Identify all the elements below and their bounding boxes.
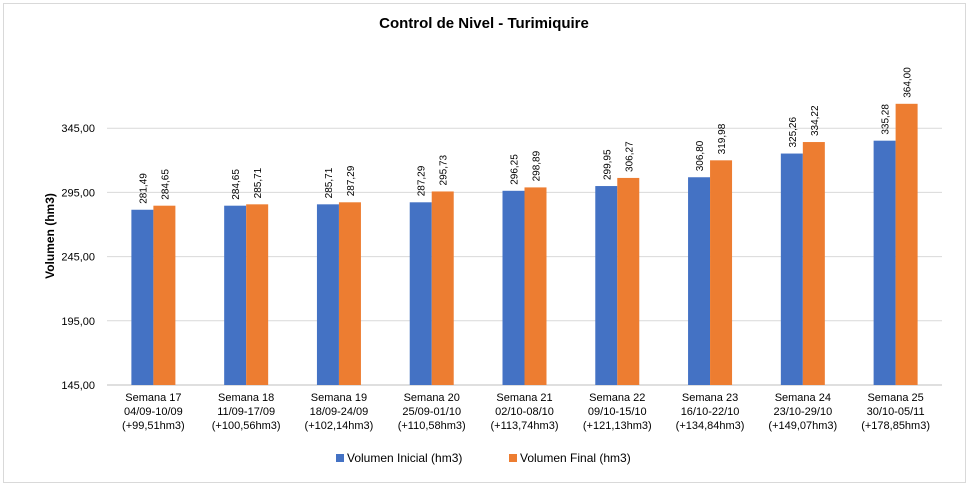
x-tick-label: (+102,14hm3) [305,420,374,432]
y-tick-label: 145,00 [61,380,95,392]
legend-swatch [509,454,517,462]
x-tick-label: (+149,07hm3) [768,420,837,432]
data-label: 306,27 [624,141,635,172]
x-tick-label: (+121,13hm3) [583,420,652,432]
data-label: 284,65 [160,169,171,200]
x-tick-label: Semana 17 [125,392,181,404]
bars [131,103,918,385]
y-tick-label: 195,00 [61,316,95,328]
data-labels: 281,49 284,65 284,65 285,71 285,71 287,29 287,… [138,67,913,204]
x-tick-label: 23/10-29/10 [773,406,832,418]
data-label: 296,25 [510,154,521,185]
bar [780,153,803,385]
data-label: 306,80 [695,140,706,171]
bar [246,204,269,385]
data-label: 287,29 [417,165,428,196]
data-label: 281,49 [138,173,149,204]
bar [431,191,454,385]
bar [688,177,711,385]
legend-label: Volumen Inicial (hm3) [347,451,462,465]
y-axis: 145,00 195,00 245,00 295,00 345,00 [61,123,95,392]
x-tick-label: Semana 23 [682,392,738,404]
y-tick-label: 245,00 [61,252,95,264]
data-label: 287,29 [346,165,357,196]
x-tick-label: (+99,51hm3) [122,420,185,432]
x-tick-label: Semana 21 [496,392,552,404]
bar [316,204,339,385]
legend-swatch [336,454,344,462]
y-axis-title: Volumen (hm3) [43,193,57,279]
x-tick-label: Semana 24 [775,392,831,404]
legend: Volumen Inicial (hm3) Volumen Final (hm3) [336,451,631,465]
data-label: 299,95 [602,149,613,180]
x-tick-label: 09/10-15/10 [588,406,647,418]
x-tick-label: (+134,84hm3) [676,420,745,432]
bar [409,202,432,385]
x-tick-label: 11/09-17/09 [217,406,275,418]
data-label: 295,73 [439,154,450,185]
x-tick-label: (+178,85hm3) [861,420,930,432]
data-label: 364,00 [903,67,914,98]
y-tick-label: 295,00 [61,187,95,199]
data-label: 335,28 [881,104,892,135]
data-label: 298,89 [532,150,543,181]
x-tick-label: Semana 22 [589,392,645,404]
x-tick-label: 25/09-01/10 [402,406,461,418]
chart-title: Control de Nivel - Turimiquire [379,15,589,32]
x-tick-label: Semana 18 [218,392,274,404]
data-label: 319,98 [717,123,728,154]
data-label: 284,65 [231,169,242,200]
data-label: 285,71 [324,167,335,198]
bar [710,160,733,385]
x-axis: Semana 17 04/09-10/09 (+99,51hm3) Semana 18… [122,392,930,432]
bar [131,209,154,385]
data-label: 325,26 [788,117,799,148]
bar [802,142,825,385]
bar [895,103,918,385]
bar [595,186,618,385]
bar [617,177,640,385]
y-tick-label: 345,00 [61,123,95,135]
bar [524,187,547,385]
x-tick-label: Semana 19 [311,392,367,404]
x-tick-label: (+100,56hm3) [212,420,281,432]
bar [873,140,896,385]
x-tick-label: 02/10-08/10 [495,406,554,418]
legend-label: Volumen Final (hm3) [520,451,631,465]
x-tick-label: 18/09-24/09 [310,406,369,418]
x-tick-label: 30/10-05/11 [867,406,925,418]
x-tick-label: (+110,58hm3) [398,420,466,432]
bar [338,202,361,385]
bar [502,190,525,385]
x-tick-label: 04/09-10/09 [124,406,183,418]
x-tick-label: Semana 25 [867,392,923,404]
bar [224,205,247,385]
bar [153,205,176,385]
x-tick-label: Semana 20 [404,392,460,404]
x-tick-label: 16/10-22/10 [681,406,740,418]
x-tick-label: (+113,74hm3) [491,420,559,432]
data-label: 285,71 [253,167,264,198]
data-label: 334,22 [810,105,821,136]
